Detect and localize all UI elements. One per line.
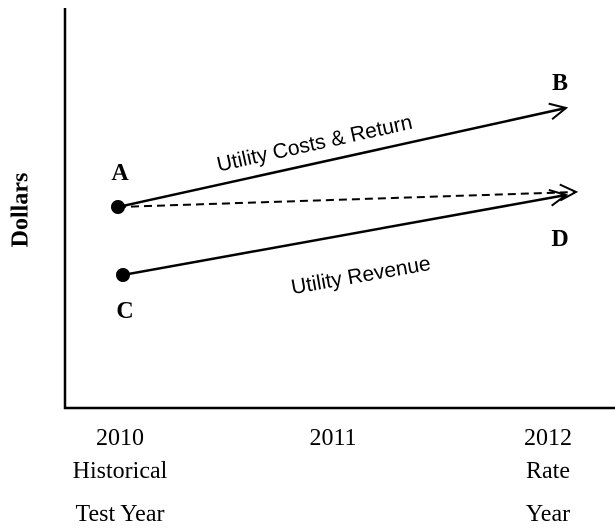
x-tick-caption: Year bbox=[526, 501, 570, 527]
x-tick-label: 2010 bbox=[96, 425, 144, 451]
line-label: Utility Revenue bbox=[289, 252, 432, 299]
arrow bbox=[122, 195, 566, 277]
arrow bbox=[117, 108, 566, 209]
y-axis-label: Dollars bbox=[8, 173, 34, 248]
point bbox=[111, 200, 125, 214]
point-label: D bbox=[551, 226, 568, 252]
line-label: Utility Costs & Return bbox=[215, 111, 415, 177]
x-tick-caption: Rate bbox=[526, 458, 570, 484]
point-label: C bbox=[116, 298, 133, 324]
point-label: B bbox=[552, 70, 568, 96]
x-tick-label: 2012 bbox=[524, 425, 572, 451]
point bbox=[116, 268, 130, 282]
point-label: A bbox=[111, 160, 129, 186]
x-tick-label: 2011 bbox=[309, 425, 356, 451]
x-tick-caption: Test Year bbox=[76, 501, 165, 527]
x-tick-caption: Historical bbox=[73, 458, 168, 484]
dashed-arrow bbox=[117, 192, 576, 208]
